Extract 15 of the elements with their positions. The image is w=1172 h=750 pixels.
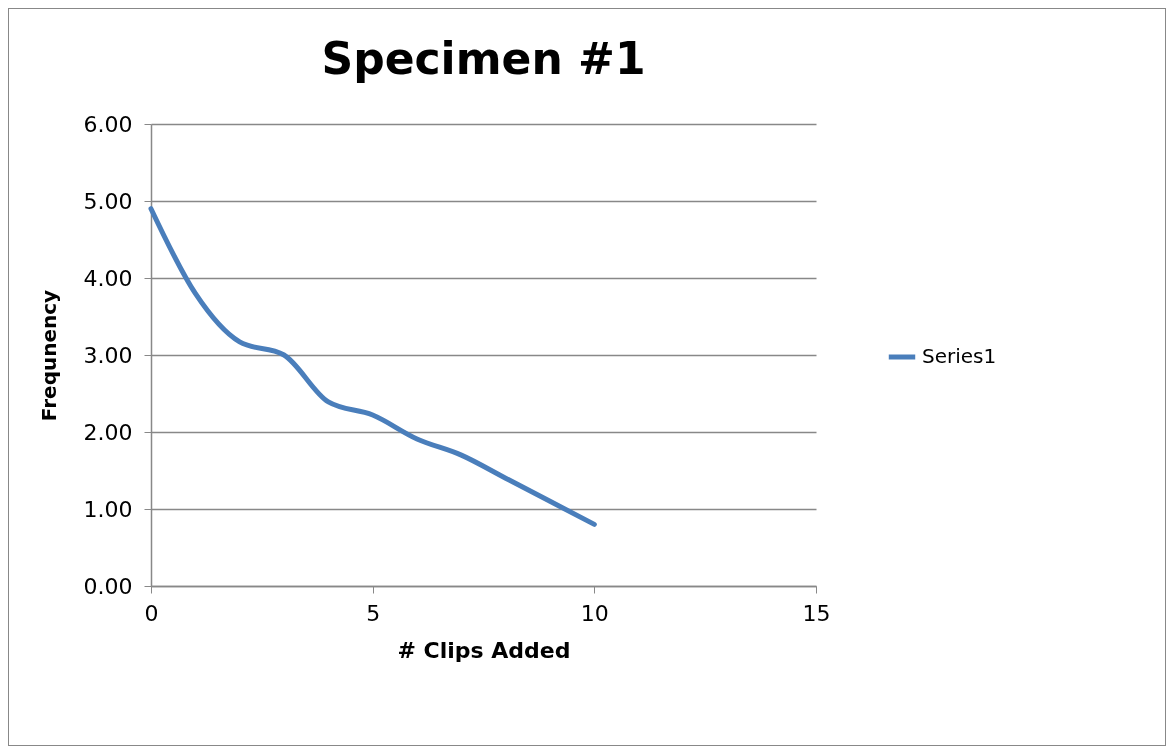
x-tick-label: 10 xyxy=(580,600,609,626)
y-tick-label: 5.00 xyxy=(83,188,133,214)
y-axis-title: Frequnency xyxy=(36,289,61,422)
y-tick-label: 1.00 xyxy=(83,496,133,522)
chart-title: Specimen #1 xyxy=(321,33,646,84)
x-tick-label: 15 xyxy=(802,600,831,626)
y-tick-label: 2.00 xyxy=(83,419,133,445)
x-axis-title: # Clips Added xyxy=(397,637,571,663)
x-tick-label: 0 xyxy=(144,600,159,626)
y-tick-label: 3.00 xyxy=(83,342,133,368)
legend-label: Series1 xyxy=(922,344,997,368)
y-tick-label: 4.00 xyxy=(83,265,133,291)
y-tick-label: 6.00 xyxy=(83,111,133,137)
x-tick-label: 5 xyxy=(366,600,381,626)
y-tick-label: 0.00 xyxy=(83,573,133,599)
